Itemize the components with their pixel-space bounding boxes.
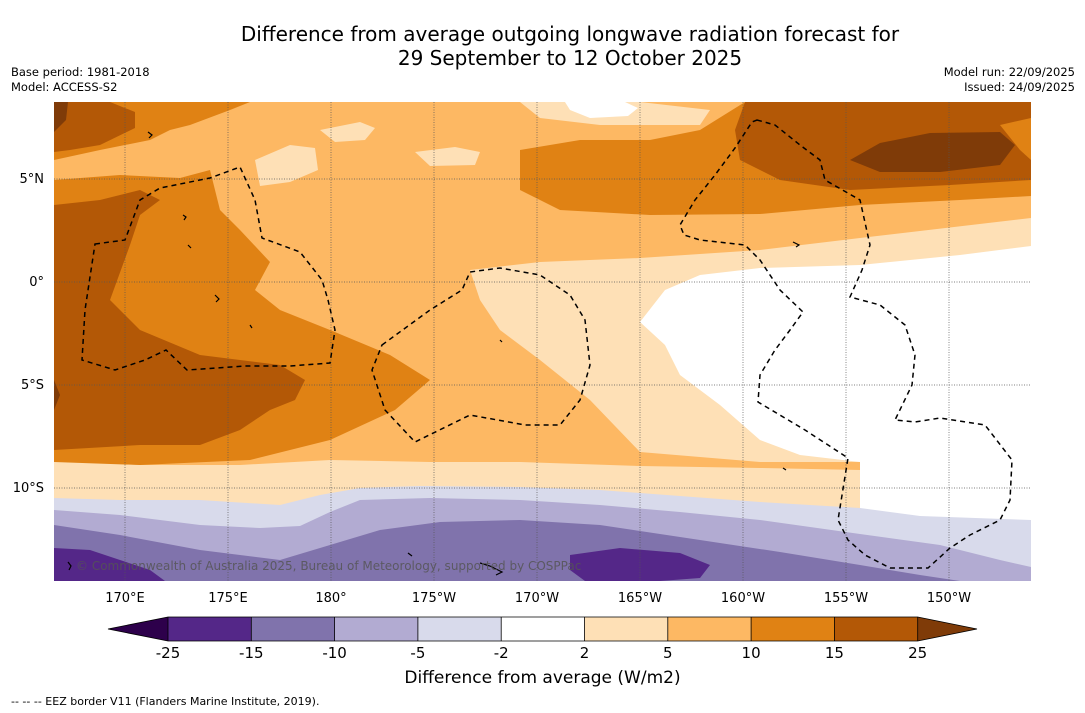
- anomaly-region-gt-25: [54, 380, 60, 410]
- colorbar-tick: 25: [908, 644, 927, 662]
- eez-legend: -- -- -- EEZ border V11 (Flanders Marine…: [11, 695, 320, 708]
- base-period: Base period: 1981-2018: [11, 65, 150, 79]
- lon-label: 175°W: [412, 591, 456, 606]
- colorbar-swatch: [417, 617, 502, 641]
- latitude-labels: 5°N 0° 5°S 10°S: [13, 172, 44, 496]
- anomaly-region-neg-10-15: [54, 520, 960, 581]
- colorbar-tick: -5: [410, 644, 425, 662]
- colorbar-tick: -2: [494, 644, 509, 662]
- colorbar-tick: -25: [156, 644, 181, 662]
- island-outline: [214, 294, 220, 303]
- model-run: Model run: 22/09/2025: [943, 65, 1075, 79]
- colorbar-dividers: [167, 617, 919, 641]
- island-outline: [249, 324, 253, 329]
- anomaly-region-2-5: [415, 147, 480, 166]
- island-outline: [182, 214, 187, 221]
- island-outline: [782, 467, 787, 471]
- lon-label: 170°E: [105, 591, 145, 606]
- issued-date: Issued: 24/09/2025: [964, 80, 1075, 94]
- lon-label: 175°E: [208, 591, 248, 606]
- colorbar-swatch: [834, 617, 918, 641]
- colorbar-tick: 2: [580, 644, 590, 662]
- colorbar-tick: 10: [742, 644, 761, 662]
- colorbar-swatch: [667, 617, 752, 641]
- eez-border: [371, 267, 591, 443]
- colorbar-swatch: [501, 617, 585, 641]
- lat-label: 10°S: [13, 481, 44, 496]
- eez-border: [81, 166, 336, 371]
- islands: [67, 131, 801, 576]
- lon-label: 170°W: [515, 591, 559, 606]
- colorbar-tick-labels: -25 -15 -10 -5 -2 2 5 10 15 25: [156, 644, 927, 662]
- title-line-1: Difference from average outgoing longwav…: [240, 22, 900, 46]
- meta-left: Base period: 1981-2018 Model: ACCESS-S2: [11, 65, 150, 95]
- colorbar-extend-high: [917, 617, 977, 641]
- anomaly-region-neutral: [565, 102, 638, 118]
- lat-label: 5°N: [20, 172, 45, 187]
- colorbar: -25 -15 -10 -5 -2 2 5 10 15 25: [107, 616, 978, 662]
- colorbar-extend-low: [108, 617, 168, 641]
- longitude-labels: 170°E 175°E 180° 175°W 170°W 165°W 160°W…: [105, 591, 971, 606]
- colorbar-swatch: [584, 617, 668, 641]
- graticule: [54, 102, 1031, 581]
- lon-label: 160°W: [721, 591, 765, 606]
- lat-label: 5°S: [21, 378, 44, 393]
- island-outline: [479, 562, 504, 576]
- eez-border: [679, 119, 1013, 569]
- colorbar-title: Difference from average (W/m2): [404, 668, 681, 688]
- copyright-watermark: © Commonwealth of Australia 2025, Bureau…: [76, 559, 581, 573]
- lon-label: 150°W: [927, 591, 971, 606]
- map-title: Difference from average outgoing longwav…: [0, 22, 1085, 70]
- title-line-2: 29 September to 12 October 2025: [397, 46, 743, 70]
- island-outline: [499, 339, 503, 343]
- model-name: Model: ACCESS-S2: [11, 80, 118, 94]
- anomaly-region-gt-25: [54, 102, 68, 132]
- lon-label: 165°W: [618, 591, 662, 606]
- anomaly-region-neutral: [640, 246, 1031, 581]
- meta-right: Model run: 22/09/2025 Issued: 24/09/2025: [944, 65, 1075, 95]
- island-outline: [67, 561, 72, 571]
- island-outline: [407, 552, 413, 557]
- island-outline: [147, 131, 153, 139]
- colorbar-tick: -15: [239, 644, 264, 662]
- eez-borders: [81, 119, 1013, 569]
- anomaly-region-neg-15-25: [54, 548, 165, 581]
- colorbar-tick: 5: [663, 644, 673, 662]
- lon-label: 155°W: [824, 591, 868, 606]
- colorbar-swatch: [251, 617, 335, 641]
- lat-label: 0°: [29, 275, 44, 290]
- lon-label: 180°: [315, 591, 346, 606]
- island-outline: [792, 241, 801, 248]
- colorbar-swatch: [751, 617, 835, 641]
- island-outline: [187, 244, 192, 249]
- colorbar-swatch: [334, 617, 418, 641]
- colorbar-tick: -10: [322, 644, 347, 662]
- anomaly-region-gt-25: [850, 132, 1015, 172]
- anomaly-region-2-5: [320, 122, 375, 142]
- map-plot-area: © Commonwealth of Australia 2025, Bureau…: [54, 102, 1031, 581]
- anomaly-region-15-25: [54, 102, 135, 152]
- colorbar-tick: 15: [825, 644, 844, 662]
- colorbar-swatch: [168, 617, 252, 641]
- anomaly-region-2-5: [255, 145, 318, 186]
